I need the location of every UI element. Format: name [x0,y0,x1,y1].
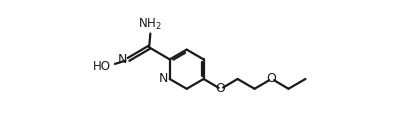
Text: O: O [216,82,225,95]
Text: O: O [267,72,276,85]
Text: N: N [118,53,127,66]
Text: N: N [158,72,168,85]
Text: NH$_2$: NH$_2$ [138,17,162,32]
Text: HO: HO [93,60,110,73]
